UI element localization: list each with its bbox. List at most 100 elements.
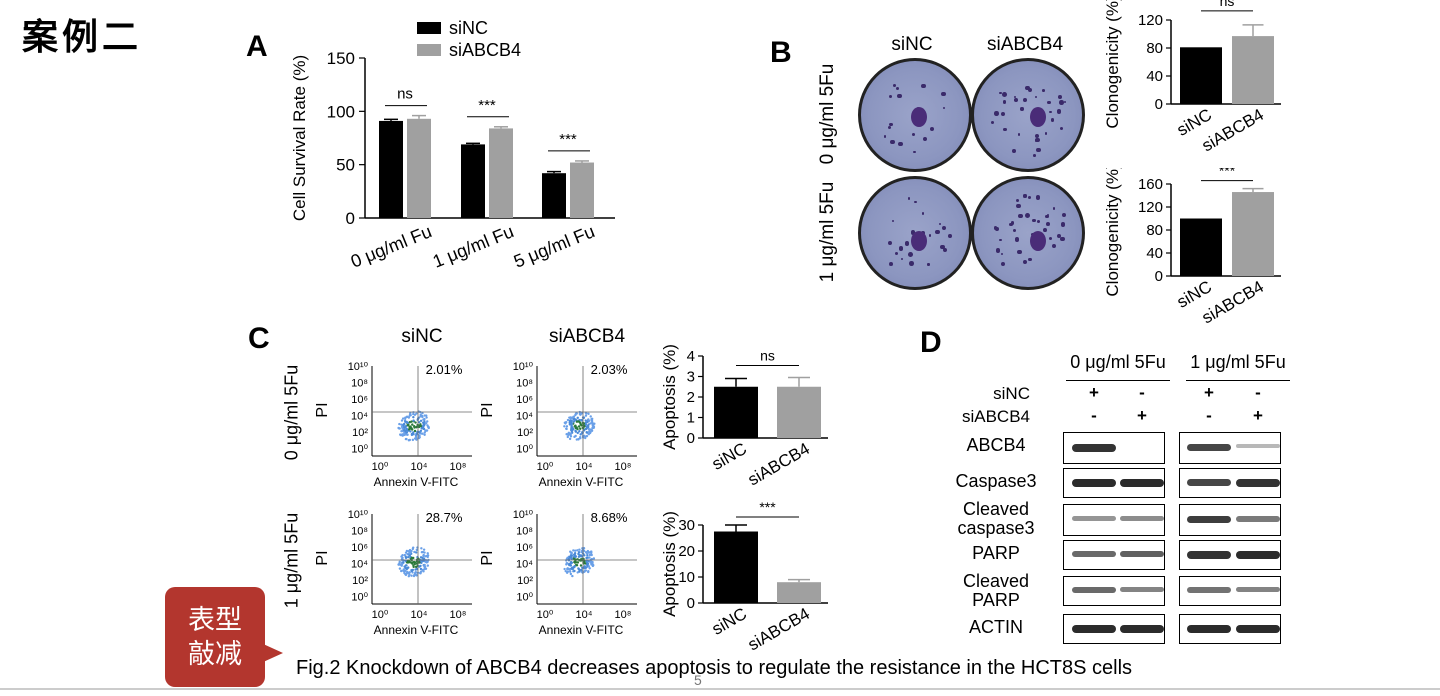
y-tick-label: 1	[687, 410, 695, 427]
y-axis-label: PI	[314, 550, 331, 565]
event-dot	[570, 422, 574, 425]
event-dot	[566, 435, 570, 439]
condition-label: 0 μg/ml 5Fu	[1070, 352, 1166, 372]
event-dot	[400, 425, 404, 429]
y-axis-label: Apoptosis (%)	[660, 511, 679, 617]
y-tick-label: 10⁴	[351, 411, 368, 423]
colony-dish	[971, 176, 1085, 290]
y-tick-label: 4	[687, 348, 695, 365]
event-dot	[407, 552, 411, 555]
event-dot	[569, 560, 573, 564]
column-label: siNC	[401, 326, 443, 347]
significance-label: ns	[397, 86, 413, 103]
condition-underline	[1066, 380, 1170, 381]
event-dot	[397, 426, 400, 430]
event-dot	[425, 416, 428, 419]
quadrant-percentage: 28.7%	[426, 510, 463, 525]
flow-plot: 10¹⁰ 10⁸ 10⁶ 10⁴ 10² 10⁰ 10⁰ 10⁴ 10⁸ Annexin V-FI…	[314, 362, 472, 489]
event-dot	[574, 434, 577, 438]
blot-band	[1072, 551, 1116, 557]
event-dot	[580, 419, 584, 422]
event-dot	[411, 546, 415, 549]
blot-band	[1187, 551, 1231, 559]
event-dot	[577, 550, 581, 554]
legend-label: siABCB4	[449, 40, 521, 60]
event-dot	[565, 433, 568, 436]
colony-dish	[858, 58, 972, 172]
event-dot	[420, 561, 423, 565]
event-dot	[579, 427, 582, 430]
bar	[542, 173, 566, 218]
event-dot	[409, 430, 412, 433]
event-dot	[584, 427, 588, 431]
y-tick-label: 10⁰	[351, 444, 368, 456]
quadrant-percentage: 2.03%	[591, 362, 628, 377]
event-dot	[588, 567, 591, 570]
event-dot	[590, 553, 593, 557]
y-tick-label: 10¹⁰	[348, 510, 369, 521]
y-axis-label: PI	[314, 402, 331, 417]
blot-band	[1072, 444, 1116, 452]
blot-band	[1236, 587, 1280, 593]
figure-caption: Fig.2 Knockdown of ABCB4 decreases apopt…	[296, 657, 1133, 679]
bar	[1232, 36, 1274, 104]
blot-band	[1072, 479, 1116, 487]
event-dot	[587, 412, 590, 416]
event-dot	[406, 433, 409, 436]
blot-band	[1187, 587, 1231, 593]
legend-swatch	[417, 44, 441, 56]
treatment-label: siNC	[993, 384, 1030, 403]
event-dot	[403, 433, 406, 437]
event-dot	[568, 568, 572, 571]
event-dot	[407, 416, 411, 419]
event-dot	[568, 437, 572, 441]
x-axis-label: Annexin V-FITC	[374, 623, 459, 637]
event-dot	[407, 439, 411, 442]
blot-row-label: ABCB4	[946, 436, 1046, 455]
flow-plot: 10¹⁰ 10⁸ 10⁶ 10⁴ 10² 10⁰ 10⁰ 10⁴ 10⁸ Annexin V-FI…	[314, 510, 472, 637]
blot-band	[1187, 479, 1231, 486]
blot-row-label: Caspase3	[946, 472, 1046, 491]
treatment-sign: +	[1137, 406, 1147, 425]
event-dot	[568, 563, 571, 567]
event-dot	[571, 574, 574, 578]
event-dot	[421, 425, 425, 428]
event-dot	[408, 571, 411, 574]
event-dot	[587, 423, 590, 426]
row-label: 1 μg/ml 5Fu	[817, 181, 838, 283]
x-tick-label: 10⁴	[576, 461, 593, 473]
event-dot	[421, 411, 424, 415]
event-dot	[411, 423, 414, 426]
event-dot	[414, 565, 418, 569]
bar	[714, 386, 758, 438]
bar	[1180, 218, 1222, 276]
bar	[714, 531, 758, 603]
treatment-sign: +	[1253, 406, 1263, 425]
event-dot	[587, 565, 591, 568]
panel-label-b: B	[770, 36, 792, 69]
y-tick-label: 0	[687, 430, 695, 447]
y-tick-label: 10⁶	[516, 394, 533, 406]
event-dot	[575, 561, 579, 564]
event-dot	[591, 426, 594, 429]
y-tick-label: 0	[1155, 268, 1163, 285]
event-dot	[589, 415, 592, 418]
event-dot	[591, 423, 594, 427]
event-dot	[405, 564, 408, 567]
blot-band	[1236, 625, 1280, 633]
y-tick-label: 40	[1146, 245, 1163, 262]
y-tick-label: 160	[1138, 176, 1163, 193]
y-tick-label: 2	[687, 389, 695, 406]
event-dot	[591, 420, 594, 424]
panel-label-c: C	[248, 322, 270, 355]
event-dot	[412, 415, 415, 419]
event-dot	[563, 567, 566, 571]
event-dot	[580, 568, 583, 572]
event-dot	[591, 560, 594, 564]
blot-band	[1187, 444, 1231, 451]
y-tick-label: 10²	[352, 427, 368, 439]
event-dot	[412, 560, 416, 564]
event-dot	[565, 562, 568, 565]
